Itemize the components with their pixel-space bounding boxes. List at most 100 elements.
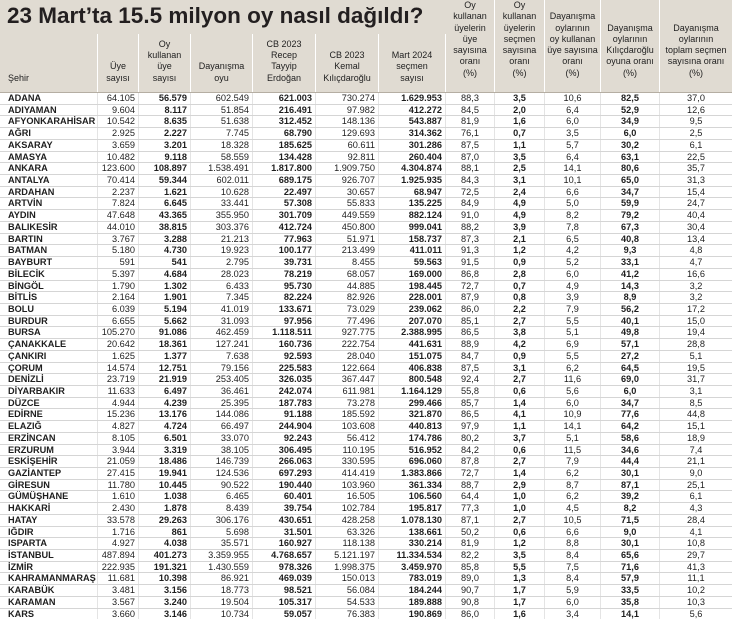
header-label: CB 2023 Recep Tayyip Erdoğan [266, 38, 302, 83]
cell-sehir: KARAMAN [0, 596, 98, 608]
cell-oy-kullanan-uye-sayisi: 1.302 [139, 280, 191, 292]
cell-sehir: BİLECİK [0, 268, 98, 280]
cell-uye-sayisi: 6.655 [98, 315, 139, 327]
cell-dayanisma-oran-toplam-secmen: 11,1 [687, 573, 705, 584]
cell-sehir: BATMAN [0, 245, 98, 257]
cell-dayanisma-oran-kilicdaroglu: 30,1 [601, 468, 660, 479]
cell-oy-kullanan-uye-sayisi: 10.398 [139, 573, 191, 585]
cell-sehir: BALIKESİR [0, 221, 98, 233]
cell-dayanisma-oran-kilicdaroglu: 41,2 [601, 268, 660, 280]
cell-oran-uye-sayisina: 97,9 [446, 421, 495, 432]
cell-cb2023-erdogan: 469.039 [253, 573, 316, 585]
table-row: BURDUR 6.655 5.662 31.093 97.956 77.496 207.07… [0, 315, 732, 328]
cell-oran-secmen-sayisina: 1,4 [495, 397, 545, 409]
cell-oran-uye-sayisina: 86,5 [446, 409, 495, 421]
cell-oran-secmen-sayisina: 3,8 [495, 327, 545, 339]
cell-uye-sayisi: 2.237 [98, 186, 139, 198]
cell-cb2023-kilicdaroglu: 28.040 [316, 350, 379, 362]
cell-oran-uye-sayisina: 87,9 [446, 292, 495, 303]
header-label: Oy kullanan üye sayısı [147, 38, 182, 83]
cell-dayanisma-oyu: 8.439 [191, 503, 253, 514]
cell-oran-uye-sayisina: 90,8 [446, 596, 495, 608]
cell-sehir: AFYONKARAHİSAR [0, 116, 98, 128]
cell-uye-sayisi: 8.105 [98, 432, 139, 444]
cell-cb2023-erdogan: 4.768.657 [253, 550, 316, 561]
cell-sehir: BURDUR [0, 315, 98, 327]
cell-mart2024-secmen-sayisi: 2.388.995 [379, 327, 446, 339]
cell-dayanisma-oran-toplam-secmen: 6,1 [689, 491, 703, 502]
cell-uye-sayisi: 21.059 [98, 456, 139, 467]
cell-cb2023-kilicdaroglu: 103.608 [316, 421, 379, 432]
cell-oran-uye-sayisina: 77,3 [446, 503, 495, 514]
cell-cb2023-kilicdaroglu: 185.592 [316, 409, 379, 421]
cell-oy-kullanan-uye-sayisi: 861 [139, 526, 191, 538]
cell-cb2023-kilicdaroglu: 97.982 [316, 104, 379, 116]
cell-uye-sayisi: 1.716 [98, 526, 139, 538]
cell-oran-uye-sayisina: 82,2 [446, 550, 495, 561]
table-row: ANKARA 123.600 108.897 1.538.491 1.817.800 1.… [0, 163, 732, 176]
cell-uye-sayisi: 5.180 [98, 245, 139, 257]
cell-cb2023-kilicdaroglu: 5.121.197 [316, 550, 379, 561]
cell-dayanisma-oran-toplam-secmen: 4,7 [689, 257, 703, 268]
cell-sehir: ÇANKIRI [0, 350, 98, 362]
cell-dayanisma-oran-kilicdaroglu: 77,6 [601, 409, 660, 421]
table-row: GÜMÜŞHANE 1.610 1.038 6.465 60.401 16.505 106.… [0, 491, 732, 504]
cell-dayanisma-oran-kilicdaroglu: 33,1 [601, 257, 660, 268]
cell-dayanisma-oran-toplam-secmen: 21,1 [687, 456, 705, 467]
cell-dayanisma-oran-oy-kullanan-uye: 6,0 [545, 116, 601, 128]
cell-uye-sayisi: 123.600 [98, 163, 139, 175]
cell-oran-secmen-sayisina: 0,9 [495, 350, 545, 362]
cell-uye-sayisi: 2.164 [98, 292, 139, 303]
cell-dayanisma-oyu: 124.536 [191, 468, 253, 479]
cell-dayanisma-oran-oy-kullanan-uye: 7,8 [545, 221, 601, 233]
cell-cb2023-erdogan: 225.583 [253, 362, 316, 374]
cell-mart2024-secmen-sayisi: 1.383.866 [379, 468, 446, 479]
cell-oy-kullanan-uye-sayisi: 6.645 [139, 198, 191, 210]
cell-dayanisma-oran-oy-kullanan-uye: 3,4 [545, 608, 601, 619]
cell-oran-uye-sayisina: 84,2 [446, 444, 495, 456]
table-row: IĞDIR 1.716 861 5.698 31.501 63.326 138.661 50,… [0, 526, 732, 539]
cell-oran-secmen-sayisina: 2,8 [495, 268, 545, 280]
cell-oran-uye-sayisina: 64,4 [446, 491, 495, 503]
cell-oran-uye-sayisina: 86,0 [446, 608, 495, 619]
cell-mart2024-secmen-sayisi: 440.813 [379, 421, 446, 432]
cell-dayanisma-oran-kilicdaroglu: 34,9 [601, 116, 660, 128]
header-dayanisma-oran-oy-kullanan-uye: Dayanışma oylarının oy kullanan üye sayı… [545, 0, 601, 92]
cell-dayanisma-oran-kilicdaroglu: 65,6 [601, 550, 660, 561]
cell-oran-secmen-sayisina: 2,9 [495, 479, 545, 491]
cell-mart2024-secmen-sayisi: 239.062 [379, 303, 446, 315]
cell-oran-uye-sayisina: 76,1 [446, 128, 495, 139]
cell-dayanisma-oran-oy-kullanan-uye: 7,5 [545, 561, 601, 573]
cell-mart2024-secmen-sayisi: 174.786 [379, 432, 446, 444]
cell-dayanisma-oran-toplam-secmen: 3,2 [689, 292, 703, 303]
cell-sehir: ELAZIĞ [0, 421, 98, 432]
cell-dayanisma-oyu: 19.923 [191, 245, 253, 257]
cell-dayanisma-oran-kilicdaroglu: 56,2 [601, 303, 660, 315]
cell-oy-kullanan-uye-sayisi: 43.365 [139, 210, 191, 221]
cell-dayanisma-oran-oy-kullanan-uye: 6,6 [545, 526, 601, 538]
cell-mart2024-secmen-sayisi: 3.459.970 [379, 561, 446, 573]
cell-dayanisma-oyu: 602.011 [191, 175, 253, 186]
cell-oran-secmen-sayisina: 4,9 [495, 210, 545, 221]
cell-cb2023-kilicdaroglu: 16.505 [316, 491, 379, 503]
cell-oran-secmen-sayisina: 1,0 [495, 491, 545, 503]
cell-oy-kullanan-uye-sayisi: 10.445 [139, 479, 191, 491]
header-label: Dayanışma oylarının Kılıçdaroğlu oyuna o… [606, 22, 654, 78]
cell-cb2023-erdogan: 697.293 [253, 468, 316, 479]
header-label: CB 2023 Kemal Kılıçdaroğlu [323, 50, 371, 83]
cell-oran-uye-sayisina: 91,5 [446, 257, 495, 268]
cell-mart2024-secmen-sayisi: 314.362 [379, 128, 446, 139]
cell-cb2023-erdogan: 242.074 [253, 385, 316, 397]
cell-dayanisma-oyu: 303.376 [191, 221, 253, 233]
cell-uye-sayisi: 64.105 [98, 93, 139, 104]
cell-dayanisma-oyu: 306.176 [191, 514, 253, 526]
cell-cb2023-erdogan: 689.175 [253, 175, 316, 186]
cell-oy-kullanan-uye-sayisi: 191.321 [139, 561, 191, 573]
cell-oy-kullanan-uye-sayisi: 3.201 [139, 139, 191, 151]
table-row: ADANA 64.105 56.579 602.549 621.003 730.274 1.… [0, 93, 732, 105]
cell-dayanisma-oran-toplam-secmen: 17,2 [687, 303, 705, 314]
cell-dayanisma-oran-toplam-secmen: 18,9 [687, 432, 705, 443]
cell-oy-kullanan-uye-sayisi: 5.194 [139, 303, 191, 315]
cell-dayanisma-oran-toplam-secmen: 31,3 [687, 175, 705, 186]
cell-uye-sayisi: 44.010 [98, 221, 139, 233]
